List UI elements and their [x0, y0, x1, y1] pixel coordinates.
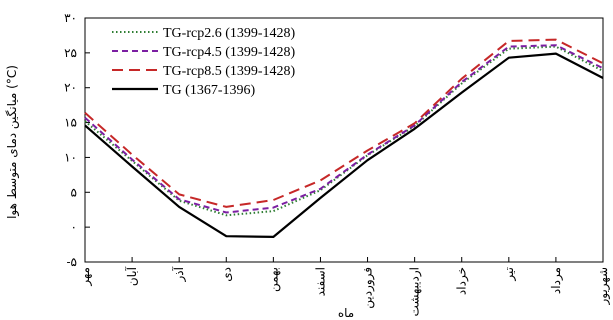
legend-label: TG-rcp2.6 (1399-1428) — [163, 26, 296, 41]
x-tick-label: آبان — [124, 266, 139, 286]
x-tick-label: مهر — [78, 267, 92, 287]
x-axis: مهر آبان آذر دی بهمن اسفند فروردین اردیبهشت خردا… — [78, 257, 610, 316]
series-line — [84, 38, 604, 208]
plot-border — [84, 17, 604, 263]
x-axis-title: ماه — [338, 306, 354, 320]
y-tick-label: ۲۵ — [64, 46, 77, 60]
series-line — [84, 44, 604, 214]
x-tick-label: تیر — [502, 267, 516, 282]
series-line — [84, 52, 604, 238]
y-tick-label: -۵ — [67, 255, 78, 269]
x-tick-label: اسفند — [313, 267, 327, 296]
y-tick-label: ۲۰ — [64, 81, 77, 95]
y-tick-label: ۳۰ — [64, 11, 77, 25]
x-tick-label: آذر — [171, 266, 186, 282]
x-tick-label: بهمن — [266, 267, 280, 292]
x-tick-label: اردیبهشت — [408, 267, 422, 316]
y-tick-label: ۱۰ — [64, 150, 77, 164]
legend-label: TG-rcp8.5 (1399-1428) — [163, 64, 296, 79]
plot-frame — [84, 17, 604, 263]
legend: TG-rcp2.6 (1399-1428) TG-rcp4.5 (1399-142… — [112, 26, 296, 98]
x-tick-label: شهریور — [596, 267, 610, 306]
legend-label: TG (1367-1396) — [163, 83, 255, 98]
x-tick-label: خرداد — [455, 267, 469, 295]
y-tick-label: ۰ — [71, 220, 77, 234]
y-tick-label: ۵ — [71, 185, 77, 199]
x-tick-label: مرداد — [549, 267, 563, 294]
x-tick-label: دی — [219, 267, 233, 282]
series-layer — [84, 38, 604, 238]
y-tick-label: ۱۵ — [64, 116, 77, 130]
y-axis: -۵ ۰ ۵ ۱۰ ۱۵ ۲۰ ۲۵ ۳۰ — [64, 11, 90, 269]
y-axis-title: میانگین دمای متوسط هوا (°C) — [5, 65, 20, 219]
legend-label: TG-rcp4.5 (1399-1428) — [163, 45, 296, 60]
x-tick-label: فروردین — [361, 267, 375, 309]
